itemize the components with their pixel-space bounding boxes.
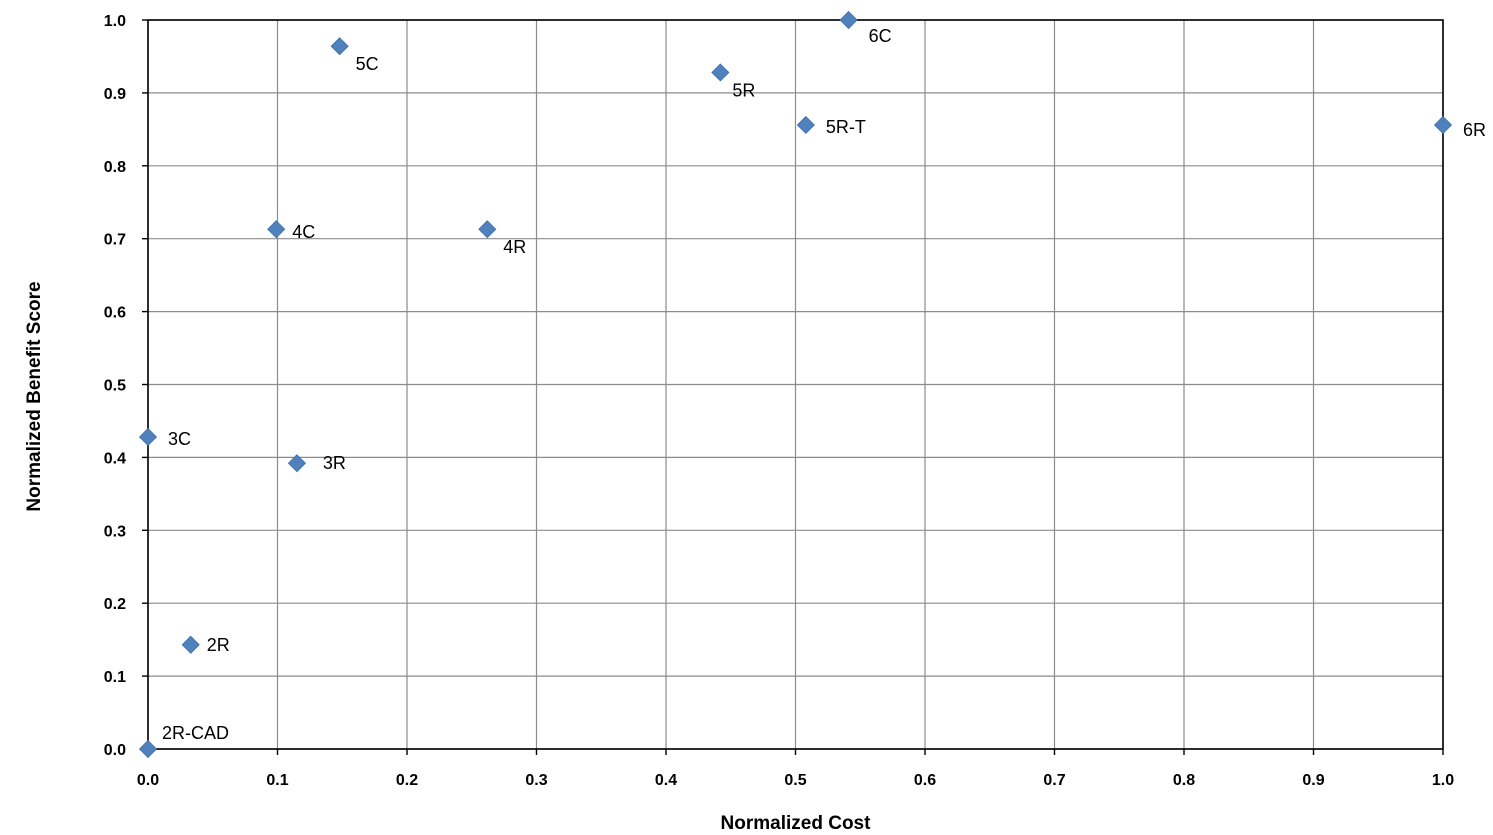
data-point-label: 2R-CAD <box>162 723 229 743</box>
data-point-label: 3R <box>323 453 346 473</box>
x-tick-label: 0.3 <box>525 772 547 789</box>
data-point-marker <box>267 220 286 239</box>
data-point-label: 4C <box>292 222 315 242</box>
y-tick-label: 0.3 <box>104 523 126 540</box>
data-point-marker <box>138 739 158 759</box>
data-point-marker <box>138 427 158 447</box>
x-tick-label: 0.8 <box>1173 772 1195 789</box>
data-point-marker <box>181 635 200 654</box>
y-tick-label: 0.7 <box>104 232 126 249</box>
x-tick-label: 0.2 <box>396 772 418 789</box>
y-tick-label: 0.0 <box>104 742 126 759</box>
x-tick-label: 0.4 <box>655 772 677 789</box>
data-points: 2R-CAD 2R 3C 3R 4C 4R 5C 5R 5R-T 6C 6R <box>138 10 1486 759</box>
y-tick-label: 0.6 <box>104 305 126 322</box>
y-tick-label: 1.0 <box>104 13 126 30</box>
y-tick-label: 0.5 <box>104 378 126 395</box>
x-tick-label: 0.6 <box>914 772 936 789</box>
y-axis-ticks: 0.0 0.1 0.2 0.3 0.4 0.5 0.6 0.7 0.8 0.9 1.0 <box>104 13 148 759</box>
y-tick-label: 0.9 <box>104 86 126 103</box>
data-point-label: 4R <box>503 237 526 257</box>
data-point-label: 5R-T <box>826 117 866 137</box>
x-tick-label: 0.0 <box>137 772 159 789</box>
data-point-marker <box>711 63 730 82</box>
y-tick-label: 0.4 <box>104 450 126 467</box>
x-tick-label: 0.9 <box>1302 772 1324 789</box>
y-tick-label: 0.8 <box>104 159 126 176</box>
data-point-label: 2R <box>207 635 230 655</box>
data-point-marker <box>287 454 306 473</box>
y-axis-title: Normalized Benefit Score <box>24 281 45 511</box>
data-point-label: 5R <box>732 80 755 100</box>
x-tick-label: 0.1 <box>266 772 288 789</box>
y-tick-label: 0.1 <box>104 669 126 686</box>
data-point-marker <box>478 220 497 239</box>
y-tick-label: 0.2 <box>104 596 126 613</box>
grid <box>147 19 1444 750</box>
x-tick-label: 1.0 <box>1432 772 1454 789</box>
data-point-label: 3C <box>168 429 191 449</box>
data-point-marker <box>330 37 349 56</box>
x-tick-label: 0.5 <box>784 772 806 789</box>
x-axis-ticks: 0.0 0.1 0.2 0.3 0.4 0.5 0.6 0.7 0.8 0.9 1.0 <box>137 749 1454 789</box>
data-point-label: 6C <box>869 26 892 46</box>
x-tick-label: 0.7 <box>1043 772 1065 789</box>
data-point-marker <box>839 10 858 30</box>
data-point-label: 6R <box>1463 120 1486 140</box>
x-axis-title: Normalized Cost <box>721 813 872 834</box>
data-point-marker <box>1433 115 1453 135</box>
data-point-label: 5C <box>356 54 379 74</box>
data-point-marker <box>796 115 815 135</box>
